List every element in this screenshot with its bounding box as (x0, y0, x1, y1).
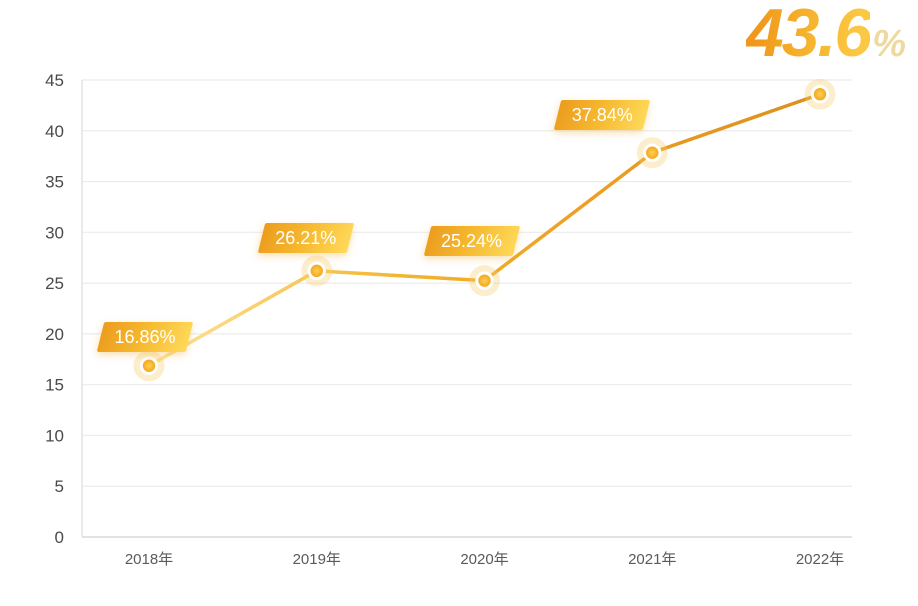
data-point (804, 78, 836, 110)
y-tick-label: 30 (45, 223, 64, 242)
y-tick-label: 35 (45, 173, 64, 192)
y-tick-label: 20 (45, 325, 64, 344)
x-axis-label: 2018年 (125, 551, 173, 568)
y-tick-label: 45 (45, 71, 64, 90)
x-axis-label: 2020年 (460, 551, 508, 568)
data-label-badge: 25.24% (423, 225, 520, 256)
y-tick-label: 15 (45, 376, 64, 395)
x-axis-label: 2021年 (628, 551, 676, 568)
y-tick-label: 40 (45, 122, 64, 141)
badge-label: 26.21% (275, 227, 337, 248)
highlight-number: 43.6 (746, 0, 872, 71)
y-tick-label: 25 (45, 274, 64, 293)
y-tick-label: 10 (45, 426, 64, 445)
x-axis-label: 2019年 (293, 551, 341, 568)
x-axis-label: 2022年 (796, 551, 844, 568)
data-point (636, 137, 668, 169)
y-tick-label: 0 (55, 528, 64, 547)
highlight-value: 43.6% (746, 0, 906, 72)
badge-label: 25.24% (440, 230, 503, 251)
data-label-badge: 16.86% (96, 321, 194, 352)
data-label-badge: 37.84% (553, 99, 651, 130)
y-tick-label: 5 (55, 477, 64, 496)
highlight-unit: % (872, 23, 906, 65)
data-point (133, 350, 165, 382)
data-point (469, 265, 500, 297)
badge-label: 37.84% (571, 104, 633, 125)
data-point (301, 255, 333, 287)
badge-label: 16.86% (114, 326, 176, 347)
data-label-badge: 26.21% (257, 222, 355, 253)
